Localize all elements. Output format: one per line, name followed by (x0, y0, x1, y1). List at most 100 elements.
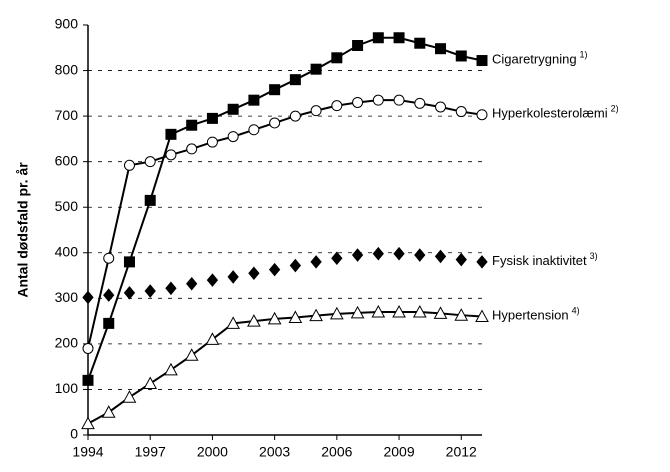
series-name: Fysisk inaktivitet (492, 253, 587, 268)
marker (144, 156, 156, 168)
marker (267, 311, 282, 325)
marker (331, 100, 343, 112)
marker (206, 273, 219, 287)
marker (248, 124, 260, 136)
marker (392, 304, 406, 318)
series-label: Hyperkolesterolæmi 2) (492, 104, 619, 121)
x-tick-label: 2009 (383, 444, 414, 460)
marker (123, 159, 135, 171)
y-tick-label: 700 (55, 107, 79, 123)
marker (329, 306, 344, 320)
marker (352, 40, 364, 51)
series-line (87, 311, 483, 425)
y-tick-label: 900 (55, 16, 79, 32)
series-superscript: 1) (580, 50, 588, 60)
marker (371, 304, 386, 318)
series-label: Cigaretrygning 1) (492, 50, 588, 67)
marker (455, 50, 467, 62)
y-tick-label: 400 (55, 243, 79, 259)
marker (205, 332, 220, 345)
marker (435, 43, 447, 55)
marker (82, 342, 94, 354)
marker (435, 101, 447, 113)
marker (248, 266, 260, 281)
marker (393, 246, 405, 261)
marker (81, 416, 95, 430)
series-name: Hypertension (492, 308, 569, 323)
series-label: Hypertension 4) (492, 306, 580, 323)
marker (309, 308, 323, 322)
marker (206, 112, 218, 124)
marker (165, 128, 177, 140)
marker (101, 405, 116, 418)
marker (412, 304, 427, 318)
x-tick-label: 1994 (72, 444, 103, 460)
marker (269, 84, 281, 96)
marker (143, 376, 158, 390)
y-tick-label: 100 (55, 380, 79, 396)
marker (454, 308, 469, 321)
series-superscript: 4) (572, 306, 580, 316)
marker (350, 305, 365, 319)
marker (227, 270, 239, 284)
marker (476, 109, 488, 121)
marker (103, 317, 115, 329)
marker (184, 348, 199, 361)
marker (476, 55, 488, 67)
x-tick-label: 2003 (259, 444, 290, 460)
x-tick-label: 1997 (135, 444, 166, 460)
marker (455, 106, 467, 118)
marker (122, 390, 137, 403)
series-superscript: 3) (590, 251, 598, 261)
y-axis-label: Antal dødsfald pr. år (15, 162, 31, 298)
series-name: Cigaretrygning (492, 52, 577, 67)
marker (288, 310, 303, 323)
x-tick-label: 2000 (197, 444, 228, 460)
y-tick-label: 200 (55, 335, 79, 351)
marker (310, 105, 322, 117)
marker (269, 117, 281, 129)
series-superscript: 2) (611, 104, 619, 114)
marker (475, 309, 489, 323)
marker (434, 249, 447, 264)
x-tick-label: 2006 (321, 444, 352, 460)
marker (372, 32, 384, 44)
marker (123, 256, 135, 268)
marker (103, 288, 115, 302)
marker (227, 131, 239, 143)
marker (310, 63, 322, 75)
y-tick-label: 300 (55, 289, 79, 305)
y-tick-label: 600 (55, 152, 79, 168)
marker (164, 362, 178, 376)
marker (414, 248, 426, 262)
marker (414, 97, 426, 109)
marker (226, 316, 241, 329)
marker (289, 110, 301, 122)
marker (455, 252, 467, 267)
series-label: Fysisk inaktivitet 3) (492, 251, 598, 268)
marker (268, 262, 281, 277)
marker (82, 374, 94, 386)
marker (331, 52, 343, 64)
marker (393, 94, 405, 106)
marker (433, 306, 448, 319)
marker (289, 258, 302, 273)
series-name: Hyperkolesterolæmi (492, 106, 608, 121)
marker (248, 94, 260, 106)
series-line (87, 36, 483, 381)
marker (247, 314, 261, 327)
x-tick-label: 2012 (446, 444, 477, 460)
marker (331, 251, 343, 266)
marker (289, 74, 301, 86)
y-tick-label: 0 (70, 426, 78, 442)
y-tick-label: 500 (55, 198, 79, 214)
marker (144, 284, 156, 298)
marker (144, 194, 156, 206)
marker (476, 255, 488, 269)
marker (103, 252, 115, 264)
marker (186, 276, 198, 291)
marker (351, 248, 364, 262)
marker (186, 119, 198, 131)
marker (372, 94, 384, 106)
